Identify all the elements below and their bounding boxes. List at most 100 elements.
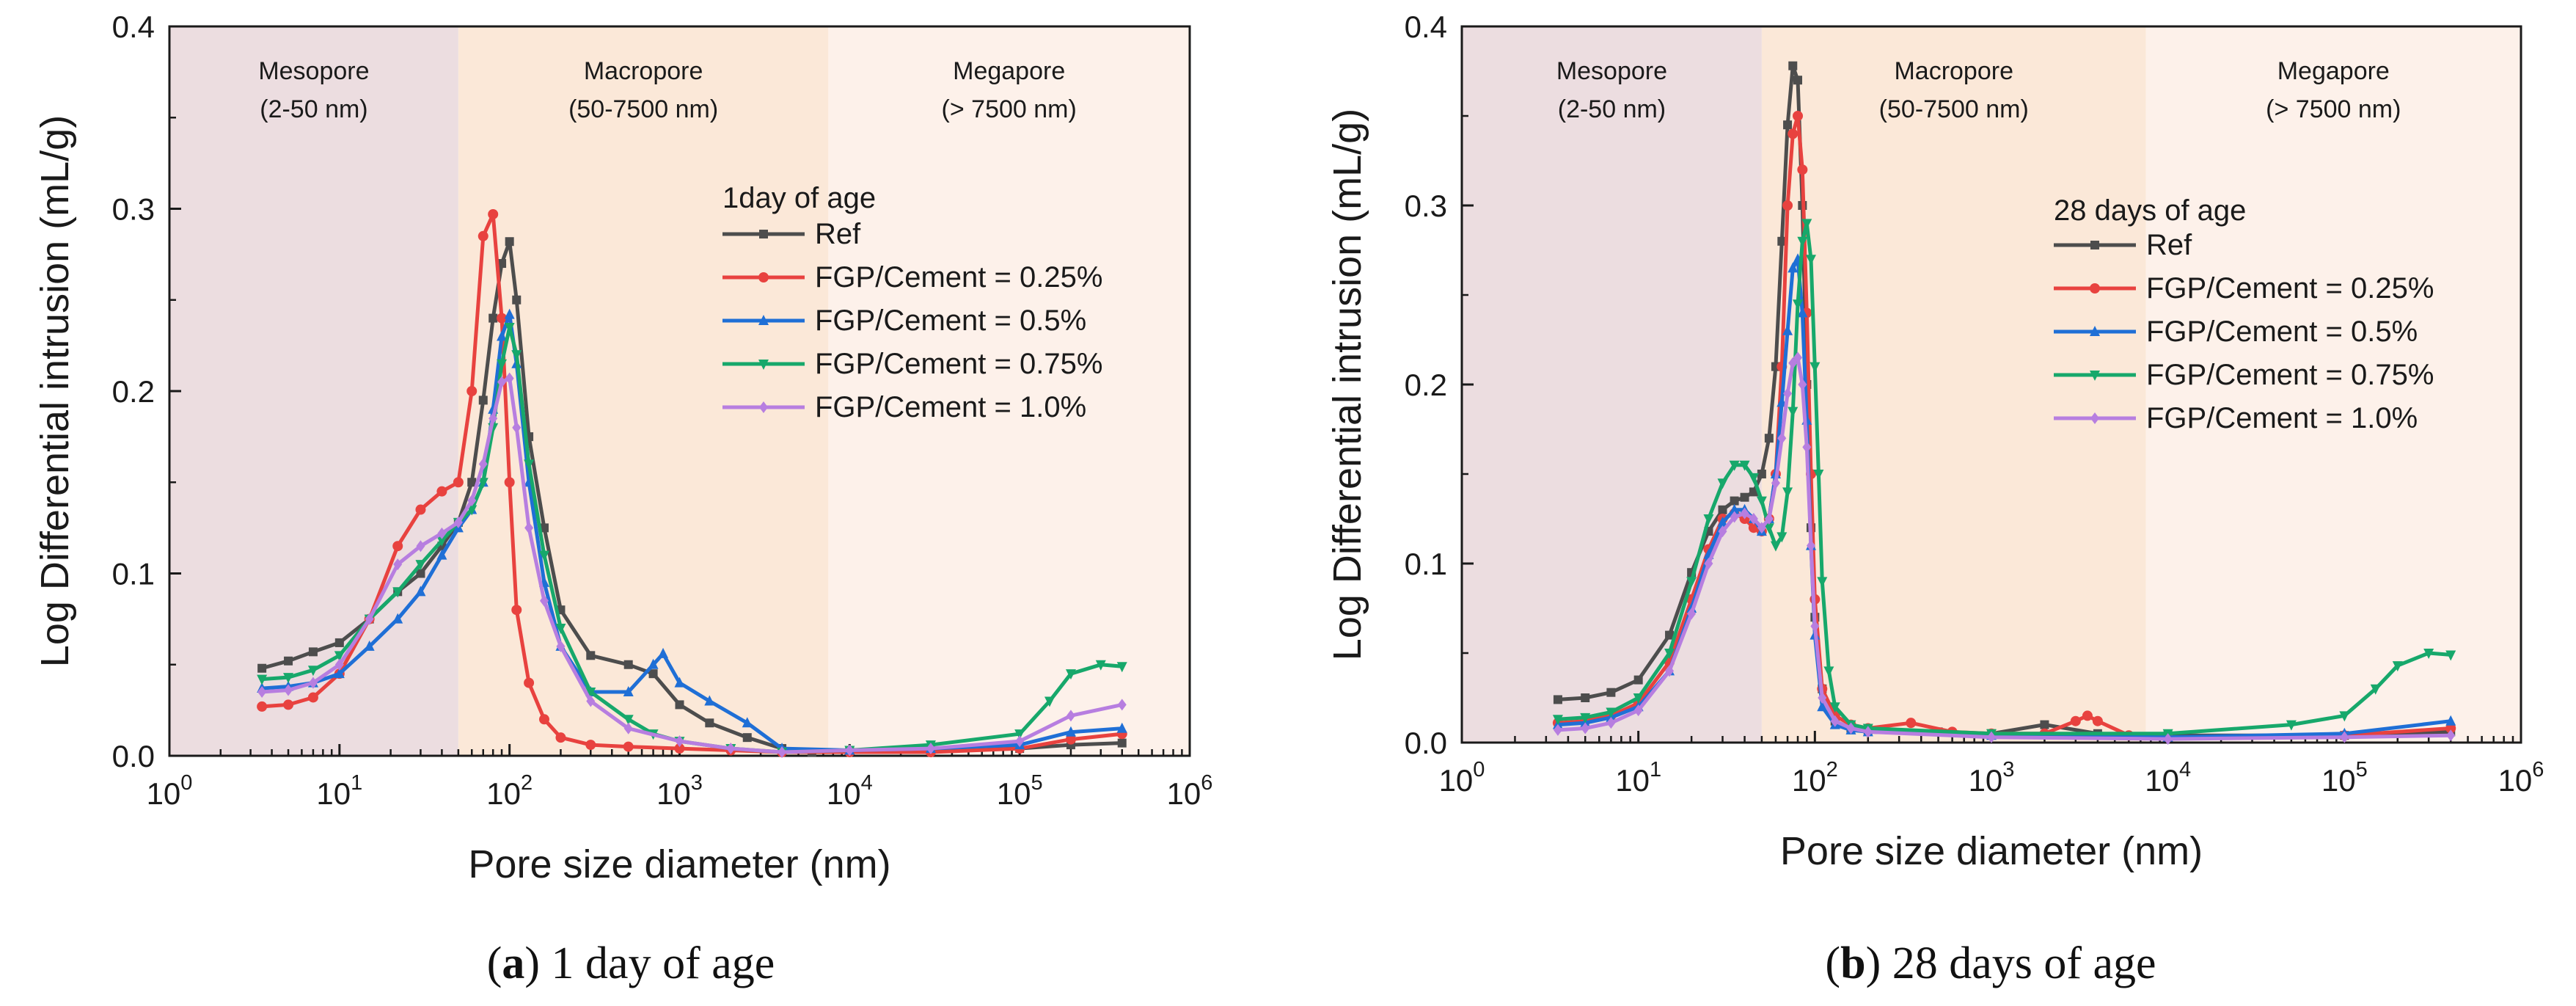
data-point [648,669,658,679]
data-point [1817,701,1828,712]
data-point [478,458,488,470]
data-point [1686,577,1697,588]
data-point [1117,738,1127,748]
data-point [1818,692,1827,704]
data-point [334,638,344,647]
region-macropore-band [458,26,829,756]
data-point [726,743,736,755]
data-point [1581,693,1590,702]
region-megapore-band [828,26,1190,756]
panel-label: a [502,938,524,988]
data-point [334,651,345,662]
data-point [307,666,318,677]
data-point [497,313,508,324]
data-point [1740,507,1749,520]
data-point [759,230,768,238]
data-point [524,522,534,534]
data-point [497,376,507,388]
data-point [511,350,522,361]
data-point [524,677,535,688]
y-tick-label: 0.4 [112,10,155,44]
data-point [1764,513,1774,525]
data-point [524,459,535,470]
data-point [623,686,634,697]
data-point [555,732,566,743]
data-point [1633,693,1644,704]
panel-a-chart: Mesopore (2-50 nm) Macropore (50-7500 nm) Me… [33,10,1212,988]
x-tick-base: 10 [1615,763,1650,798]
data-point [415,560,426,571]
data-point [415,586,426,597]
legend-title: 28 days of age [2054,194,2246,227]
data-point [2392,661,2403,672]
data-point [2090,283,2100,294]
x-tick-label: 103 [656,771,703,811]
x-tick-base: 10 [2145,763,2179,798]
x-tick-label: 106 [1167,771,1213,811]
data-point [284,684,293,696]
data-point [1606,688,1616,697]
x-tick-label: 103 [1969,758,2015,798]
x-tick-exponent: 6 [2532,758,2544,781]
data-point [489,313,498,323]
data-point [1015,735,1025,748]
data-point [2070,715,2081,726]
region-megapore-band [2145,26,2521,743]
data-point [1788,128,1799,139]
region-range-label: (2-50 nm) [1558,95,1666,123]
data-point [2090,326,2100,336]
x-tick-label: 101 [316,771,362,811]
legend-entry-label: FGP/Cement = 0.75% [815,348,1102,380]
data-point [2370,684,2381,695]
data-point [1116,722,1127,733]
y-tick-label: 0.3 [1405,189,1447,223]
x-tick-exponent: 4 [861,771,873,795]
data-point [512,421,522,434]
region-mesopore-band [1462,26,1762,743]
data-point [1756,496,1767,507]
region-name-label: Macropore [584,57,703,85]
y-tick-label: 0.2 [1405,368,1447,402]
data-point [658,647,669,658]
data-point [1606,717,1616,729]
x-tick-exponent: 3 [2002,758,2014,781]
data-point [758,272,769,283]
data-point [1797,307,1808,318]
data-point [477,230,489,241]
x-tick-exponent: 5 [1031,771,1042,795]
data-point [2423,649,2434,659]
data-point [1749,513,1758,525]
data-point [1777,532,1788,543]
data-point [365,613,374,625]
x-tick-base: 10 [316,776,351,811]
data-point [334,668,345,679]
legend-entry-label: FGP/Cement = 0.25% [2146,272,2434,305]
data-point [1806,539,1815,552]
data-point [477,478,489,489]
region-mesopore-band [169,26,458,756]
legend-entry-label: FGP/Cement = 0.25% [815,261,1102,294]
data-point [416,540,425,553]
x-tick-exponent: 0 [180,771,192,795]
x-tick-label: 104 [827,771,873,811]
data-point [437,527,447,539]
data-point [2445,650,2456,661]
y-tick-label: 0.1 [112,557,155,591]
data-point [1757,522,1766,534]
data-point [392,587,403,598]
data-point [2090,371,2100,381]
data-point [478,396,488,405]
data-point [742,733,752,743]
data-point [1717,478,1728,489]
data-point [704,695,715,706]
x-tick-label: 100 [1439,758,1485,798]
panel-caption-text: 1 day of age [552,938,775,988]
data-point [758,315,769,325]
y-axis-title: Log Differential intrusion (mL/g) [1325,109,1369,660]
data-point [1739,460,1750,471]
data-point [1777,432,1787,445]
data-point [586,695,596,707]
x-axis-title: Pore size diameter (nm) [1780,829,2203,873]
data-point [845,744,855,757]
